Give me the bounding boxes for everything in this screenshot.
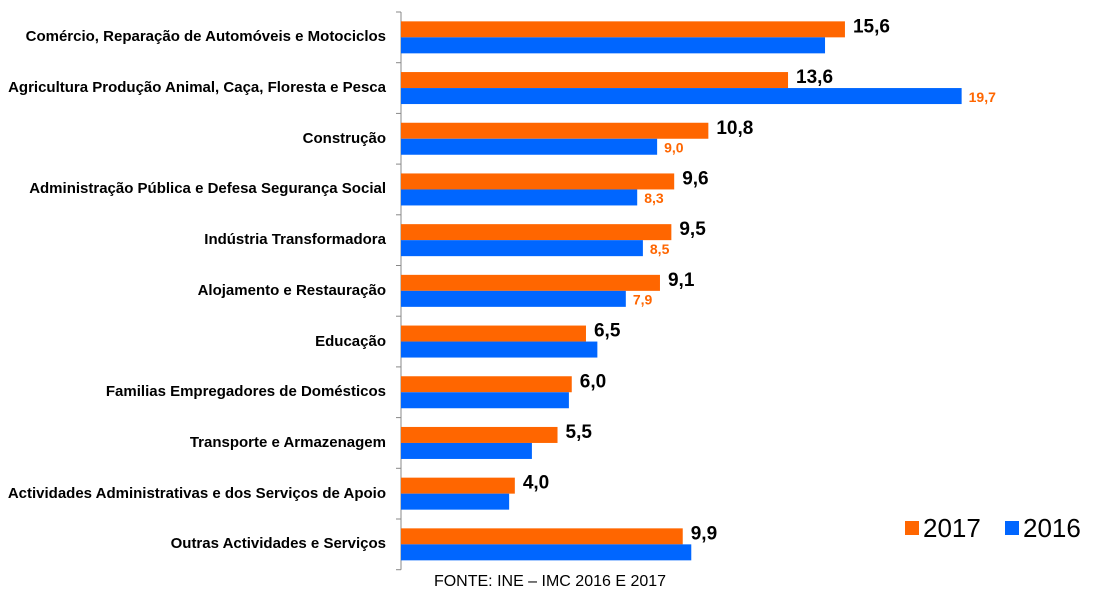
bar (401, 189, 638, 206)
data-label: 9,9 (691, 523, 717, 544)
bar (401, 88, 962, 105)
category-text: Transporte e Armazenagem (189, 433, 386, 451)
category-label: Comércio, Reparação de Automóveis e Moto… (0, 12, 386, 62)
data-label: 5,5 (566, 422, 593, 443)
data-label: 8,5 (650, 241, 670, 257)
source: FONTE: INE – IMC 2016 E 2017 (434, 573, 666, 590)
bar (401, 122, 709, 139)
bar (401, 426, 558, 443)
bar (401, 392, 569, 409)
bar (401, 493, 510, 510)
bar (401, 37, 826, 54)
category-label: Familias Empregadores de Domésticos (0, 367, 386, 417)
category-text: Administração Pública e Defesa Segurança… (29, 180, 386, 198)
data-label: 6,0 (580, 371, 606, 392)
data-label: 9,1 (668, 270, 695, 291)
bar (401, 376, 572, 393)
data-label: 8,3 (644, 190, 664, 206)
bar (401, 341, 598, 358)
data-label: 4,0 (523, 473, 549, 494)
bar (401, 477, 515, 494)
data-label: 10,8 (716, 118, 753, 139)
legend-label: 2017 (923, 513, 981, 543)
category-label: Agricultura Produção Animal, Caça, Flore… (0, 63, 386, 113)
bar (401, 274, 660, 291)
category-label: Administração Pública e Defesa Segurança… (0, 164, 386, 214)
category-text: Outras Actividades e Serviços (170, 535, 386, 553)
bar (401, 290, 626, 307)
category-label: Outras Actividades e Serviços (0, 519, 386, 569)
bar (401, 325, 586, 342)
legend-label: 2016 (1023, 513, 1081, 543)
category-text: Indústria Transformadora (204, 231, 386, 249)
category-text: Construção (302, 129, 386, 147)
bar (401, 528, 683, 545)
category-text: Alojamento e Restauração (197, 281, 386, 299)
data-label: 9,5 (679, 219, 706, 240)
bar (401, 224, 672, 241)
bar (401, 138, 658, 155)
category-label: Alojamento e Restauração (0, 266, 386, 316)
category-text: Agricultura Produção Animal, Caça, Flore… (8, 79, 386, 97)
legend-swatch (1005, 521, 1019, 535)
data-label: 9,6 (682, 168, 708, 189)
bar (401, 544, 692, 561)
data-label: 19,7 (969, 89, 996, 105)
category-label: Construção (0, 114, 386, 164)
category-text: Comércio, Reparação de Automóveis e Moto… (25, 28, 386, 46)
data-label: 7,9 (633, 292, 653, 308)
bar (401, 72, 789, 89)
category-label: Transporte e Armazenagem (0, 418, 386, 468)
bar (401, 21, 845, 38)
data-label: 15,6 (853, 16, 890, 37)
category-text: Educação (315, 332, 386, 350)
legend-swatch (905, 521, 919, 535)
category-label: Actividades Administrativas e dos Serviç… (0, 469, 386, 519)
data-label: 13,6 (796, 67, 833, 88)
category-label: Indústria Transformadora (0, 215, 386, 265)
category-label: Educação (0, 317, 386, 367)
category-text: Actividades Administrativas e dos Serviç… (7, 484, 386, 502)
bar (401, 173, 675, 190)
bar (401, 442, 532, 459)
data-label: 9,0 (664, 139, 684, 155)
data-label: 6,5 (594, 321, 621, 342)
bar (401, 240, 643, 257)
category-text: Familias Empregadores de Domésticos (105, 383, 386, 401)
